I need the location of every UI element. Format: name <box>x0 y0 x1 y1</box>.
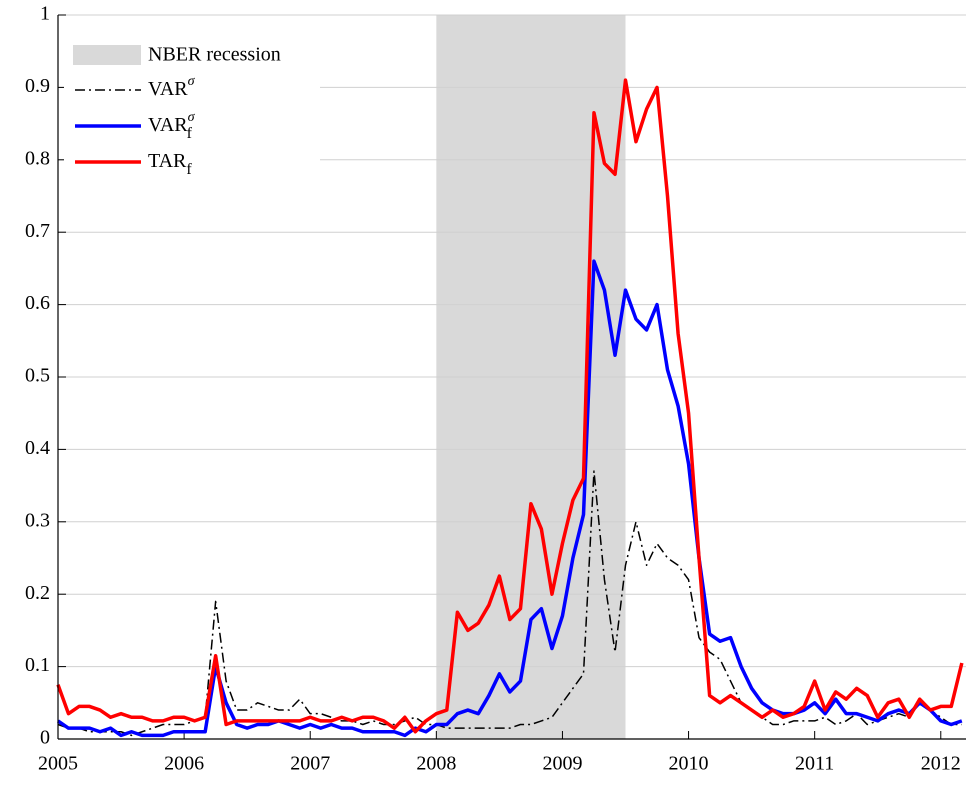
legend-superscript: σ <box>188 110 196 125</box>
y-tick-label: 0.9 <box>25 75 50 97</box>
series-line <box>57 259 963 738</box>
legend-superscript: σ <box>188 74 196 89</box>
legend-swatch <box>73 45 141 65</box>
legend-label: NBER recession <box>148 44 281 66</box>
x-tick-label: 2012 <box>921 753 961 775</box>
legend-subscript: f <box>186 161 192 178</box>
y-tick-label: 0.1 <box>25 654 50 676</box>
legend-name: VAR <box>148 114 188 136</box>
x-tick-label: 2011 <box>795 753 834 775</box>
x-tick-label: 2005 <box>38 753 78 775</box>
y-tick-label: 1 <box>40 3 50 25</box>
y-tick-label: 0.7 <box>25 220 50 242</box>
x-tick-label: 2009 <box>542 753 582 775</box>
legend-label: TARf <box>148 150 192 178</box>
series-line <box>56 78 964 734</box>
x-tick-label: 2007 <box>290 753 330 775</box>
y-tick-label: 0.4 <box>25 437 50 459</box>
y-tick-label: 0.6 <box>25 292 50 314</box>
x-tick-label: 2008 <box>416 753 456 775</box>
series-line <box>57 470 962 737</box>
legend-name: TAR <box>148 150 187 172</box>
legend-label: VARσ f <box>148 110 196 141</box>
legend-label: VARσ <box>148 74 196 99</box>
y-tick-label: 0.2 <box>25 582 50 604</box>
legend-name: VAR <box>148 78 188 100</box>
y-tick-label: 0.3 <box>25 509 50 531</box>
y-tick-label: 0 <box>40 727 50 749</box>
x-tick-label: 2010 <box>669 753 709 775</box>
legend-subscript: f <box>187 125 193 142</box>
y-tick-label: 0.5 <box>25 365 50 387</box>
x-tick-label: 2006 <box>164 753 204 775</box>
y-tick-label: 0.8 <box>25 147 50 169</box>
